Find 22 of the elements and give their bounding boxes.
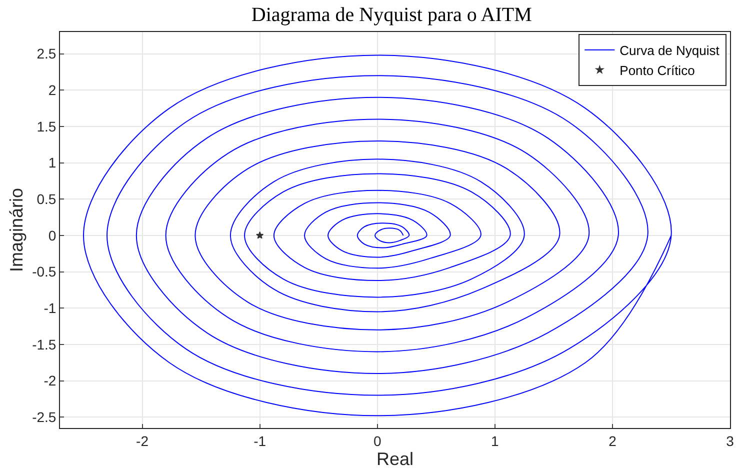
y-tick-label: 0.5 [36,191,56,208]
chart-title: Diagrama de Nyquist para o AITM [251,4,532,26]
y-tick-label: 0 [48,227,56,244]
y-axis-title: Imaginário [6,188,26,272]
x-tick-label: 0 [373,432,382,449]
y-tick-label: -2 [44,372,56,389]
y-tick-label: 1.5 [36,118,56,134]
y-tick-label: -2.5 [32,409,56,425]
y-tick-label: -1.5 [32,336,56,352]
x-tick-label: 1 [491,432,500,449]
y-tick-label: 2 [48,82,56,98]
x-tick-label: -2 [136,432,149,449]
x-tick-label: 2 [608,432,617,449]
y-tick-label: 2.5 [36,46,56,62]
y-tick-label: 1 [48,154,56,171]
x-axis-title: Real [376,448,414,469]
legend-label: Curva de Nyquist [620,43,720,58]
y-tick-label: -1 [44,300,56,316]
y-tick-label: -0.5 [32,264,56,280]
legend-label: Ponto Crítico [620,62,695,78]
x-tick-label: 3 [726,432,734,449]
x-tick-label: -1 [254,432,266,449]
